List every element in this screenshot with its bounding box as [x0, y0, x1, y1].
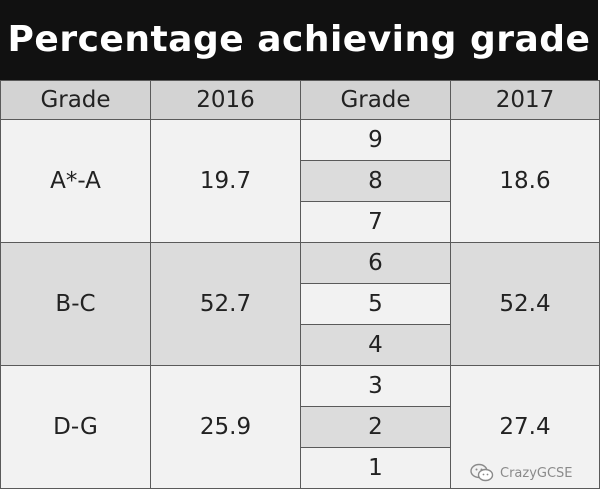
grades-table: Grade 2016 Grade 2017 A*-A 19.7 9 18.6 8…: [0, 80, 600, 489]
new-grade-cell: 2: [300, 406, 451, 448]
table-row: D-G 25.9 3 27.4: [0, 365, 600, 489]
pct-2017-cell: 18.6: [450, 119, 600, 243]
header-year-2017: 2017: [450, 80, 600, 120]
pct-2016-cell: 52.7: [150, 242, 301, 366]
new-grade-cell: 8: [300, 160, 451, 202]
watermark-text: CrazyGCSE: [500, 465, 573, 481]
header-year-2016: 2016: [150, 80, 301, 120]
table-row: A*-A 19.7 9 18.6: [0, 119, 600, 243]
new-grade-cell: 9: [300, 119, 451, 161]
header-grade-2016: Grade: [0, 80, 151, 120]
header-grade-2017: Grade: [300, 80, 451, 120]
watermark: CrazyGCSE: [470, 460, 573, 486]
pct-2016-cell: 25.9: [150, 365, 301, 489]
pct-2016-cell: 19.7: [150, 119, 301, 243]
table-row: B-C 52.7 6 52.4: [0, 242, 600, 366]
old-grade-cell: B-C: [0, 242, 151, 366]
header-row: Grade 2016 Grade 2017: [0, 80, 600, 120]
wechat-icon: [470, 463, 494, 482]
new-grade-cell: 5: [300, 283, 451, 325]
old-grade-cell: A*-A: [0, 119, 151, 243]
new-grade-cell: 7: [300, 201, 451, 243]
pct-2017-cell: 27.4: [450, 365, 600, 489]
pct-2017-cell: 52.4: [450, 242, 600, 366]
new-grade-cell: 3: [300, 365, 451, 407]
table-row: 7: [1, 201, 600, 243]
table-row: 4: [1, 324, 600, 366]
old-grade-cell: D-G: [0, 365, 151, 489]
table-row: 8: [1, 160, 600, 202]
table-row: 2: [1, 406, 600, 448]
new-grade-cell: 6: [300, 242, 451, 284]
new-grade-cell: 1: [300, 447, 451, 489]
new-grade-cell: 4: [300, 324, 451, 366]
chart-title: Percentage achieving grade: [0, 0, 598, 80]
table-row: 1: [1, 447, 600, 489]
